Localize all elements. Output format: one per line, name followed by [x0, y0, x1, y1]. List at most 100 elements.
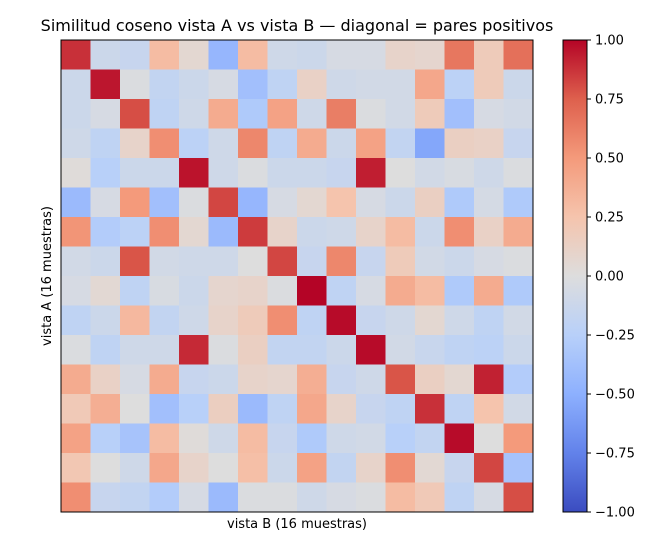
- heatmap-cell-r15-c7: [267, 482, 298, 513]
- heatmap-cell-r4-c11: [385, 158, 416, 188]
- heatmap-cell-r0-c3: [149, 40, 180, 70]
- heatmap-cell-r7-c13: [444, 246, 475, 277]
- heatmap-cell-r14-c6: [238, 453, 268, 483]
- heatmap-cell-r13-c12: [415, 423, 445, 454]
- heatmap-cell-r8-c6: [238, 276, 268, 306]
- heatmap-cell-r6-c8: [297, 217, 327, 247]
- heatmap-cell-r0-c14: [474, 40, 504, 70]
- colorbar: [563, 40, 587, 512]
- heatmap-cell-r5-c7: [267, 187, 298, 218]
- heatmap-cell-r9-c12: [415, 305, 445, 336]
- heatmap-cell-r2-c14: [474, 99, 504, 129]
- heatmap-cell-r14-c14: [474, 453, 504, 483]
- heatmap-cell-r14-c9: [326, 453, 357, 483]
- heatmap-cell-r15-c0: [61, 482, 91, 513]
- heatmap-cell-r10-c0: [61, 335, 91, 365]
- heatmap-cell-r13-c13: [444, 423, 475, 454]
- heatmap-cell-r8-c2: [120, 276, 150, 306]
- heatmap-cell-r8-c3: [149, 276, 180, 306]
- heatmap-cell-r13-c6: [238, 423, 268, 454]
- heatmap-cell-r2-c2: [120, 99, 150, 129]
- heatmap-cell-r7-c7: [267, 246, 298, 277]
- heatmap-cell-r2-c12: [415, 99, 445, 129]
- heatmap-cell-r7-c15: [503, 246, 534, 277]
- heatmap-cell-r15-c8: [297, 482, 327, 513]
- heatmap-cell-r3-c1: [90, 128, 121, 159]
- heatmap-cell-r8-c0: [61, 276, 91, 306]
- heatmap-cell-r15-c5: [208, 482, 239, 513]
- heatmap-cell-r12-c14: [474, 394, 504, 424]
- heatmap-cell-r4-c7: [267, 158, 298, 188]
- colorbar-tick-label: 0.00: [595, 270, 624, 285]
- heatmap-cell-r11-c12: [415, 364, 445, 395]
- heatmap-cell-r4-c5: [208, 158, 239, 188]
- heatmap-cell-r8-c13: [444, 276, 475, 306]
- heatmap-cells: [61, 40, 534, 513]
- heatmap-cell-r12-c12: [415, 394, 445, 424]
- heatmap-cell-r12-c10: [356, 394, 386, 424]
- heatmap-cell-r13-c10: [356, 423, 386, 454]
- heatmap-cell-r15-c2: [120, 482, 150, 513]
- heatmap-cell-r8-c7: [267, 276, 298, 306]
- heatmap-cell-r11-c2: [120, 364, 150, 395]
- heatmap-cell-r2-c4: [179, 99, 209, 129]
- heatmap-cell-r6-c3: [149, 217, 180, 247]
- heatmap-cell-r6-c13: [444, 217, 475, 247]
- heatmap-cell-r11-c10: [356, 364, 386, 395]
- heatmap-cell-r15-c13: [444, 482, 475, 513]
- heatmap-cell-r7-c8: [297, 246, 327, 277]
- heatmap-cell-r1-c6: [238, 69, 268, 100]
- heatmap-cell-r15-c4: [179, 482, 209, 513]
- heatmap-cell-r0-c8: [297, 40, 327, 70]
- heatmap-cell-r8-c10: [356, 276, 386, 306]
- heatmap-cell-r0-c9: [326, 40, 357, 70]
- heatmap-cell-r10-c2: [120, 335, 150, 365]
- heatmap-cell-r6-c10: [356, 217, 386, 247]
- heatmap-cell-r13-c5: [208, 423, 239, 454]
- heatmap-cell-r2-c0: [61, 99, 91, 129]
- heatmap-cell-r15-c3: [149, 482, 180, 513]
- heatmap-cell-r1-c5: [208, 69, 239, 100]
- heatmap-cell-r0-c10: [356, 40, 386, 70]
- heatmap-cell-r9-c10: [356, 305, 386, 336]
- heatmap-cell-r12-c4: [179, 394, 209, 424]
- heatmap-cell-r4-c6: [238, 158, 268, 188]
- heatmap-cell-r9-c11: [385, 305, 416, 336]
- heatmap-cell-r4-c10: [356, 158, 386, 188]
- heatmap-cell-r5-c11: [385, 187, 416, 218]
- heatmap-cell-r8-c15: [503, 276, 534, 306]
- heatmap-cell-r14-c13: [444, 453, 475, 483]
- heatmap-cell-r3-c12: [415, 128, 445, 159]
- heatmap-cell-r9-c13: [444, 305, 475, 336]
- heatmap-cell-r10-c6: [238, 335, 268, 365]
- heatmap-cell-r10-c7: [267, 335, 298, 365]
- heatmap-cell-r11-c0: [61, 364, 91, 395]
- heatmap-cell-r2-c1: [90, 99, 121, 129]
- heatmap-cell-r12-c15: [503, 394, 534, 424]
- heatmap-cell-r3-c14: [474, 128, 504, 159]
- heatmap-cell-r5-c10: [356, 187, 386, 218]
- heatmap-cell-r9-c6: [238, 305, 268, 336]
- heatmap-cell-r14-c5: [208, 453, 239, 483]
- heatmap-cell-r7-c6: [238, 246, 268, 277]
- heatmap-cell-r7-c14: [474, 246, 504, 277]
- heatmap-cell-r3-c7: [267, 128, 298, 159]
- heatmap-cell-r3-c15: [503, 128, 534, 159]
- heatmap-cell-r6-c14: [474, 217, 504, 247]
- heatmap-cell-r12-c0: [61, 394, 91, 424]
- heatmap-cell-r6-c0: [61, 217, 91, 247]
- heatmap-cell-r1-c10: [356, 69, 386, 100]
- heatmap-cell-r2-c13: [444, 99, 475, 129]
- heatmap-cell-r6-c7: [267, 217, 298, 247]
- heatmap-cell-r3-c5: [208, 128, 239, 159]
- heatmap-cell-r9-c2: [120, 305, 150, 336]
- heatmap-cell-r8-c1: [90, 276, 121, 306]
- heatmap-cell-r9-c15: [503, 305, 534, 336]
- heatmap-cell-r11-c8: [297, 364, 327, 395]
- heatmap-cell-r3-c9: [326, 128, 357, 159]
- heatmap-cell-r10-c1: [90, 335, 121, 365]
- heatmap-cell-r5-c15: [503, 187, 534, 218]
- heatmap-cell-r13-c9: [326, 423, 357, 454]
- heatmap-cell-r8-c12: [415, 276, 445, 306]
